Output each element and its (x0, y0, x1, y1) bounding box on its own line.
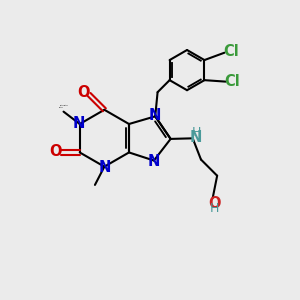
Text: N: N (190, 130, 202, 145)
Text: Cl: Cl (224, 74, 240, 89)
Text: N: N (148, 154, 160, 169)
Text: Cl: Cl (223, 44, 239, 59)
Text: H: H (209, 202, 219, 215)
Text: O: O (208, 196, 220, 211)
Text: methyl: methyl (60, 105, 65, 106)
Text: methyl: methyl (59, 106, 64, 107)
Text: H: H (192, 126, 201, 139)
Text: O: O (77, 85, 90, 100)
Text: methyl: methyl (64, 105, 68, 106)
Text: N: N (99, 160, 111, 175)
Text: O: O (49, 144, 61, 159)
Text: N: N (149, 108, 161, 123)
Text: N: N (73, 116, 85, 130)
